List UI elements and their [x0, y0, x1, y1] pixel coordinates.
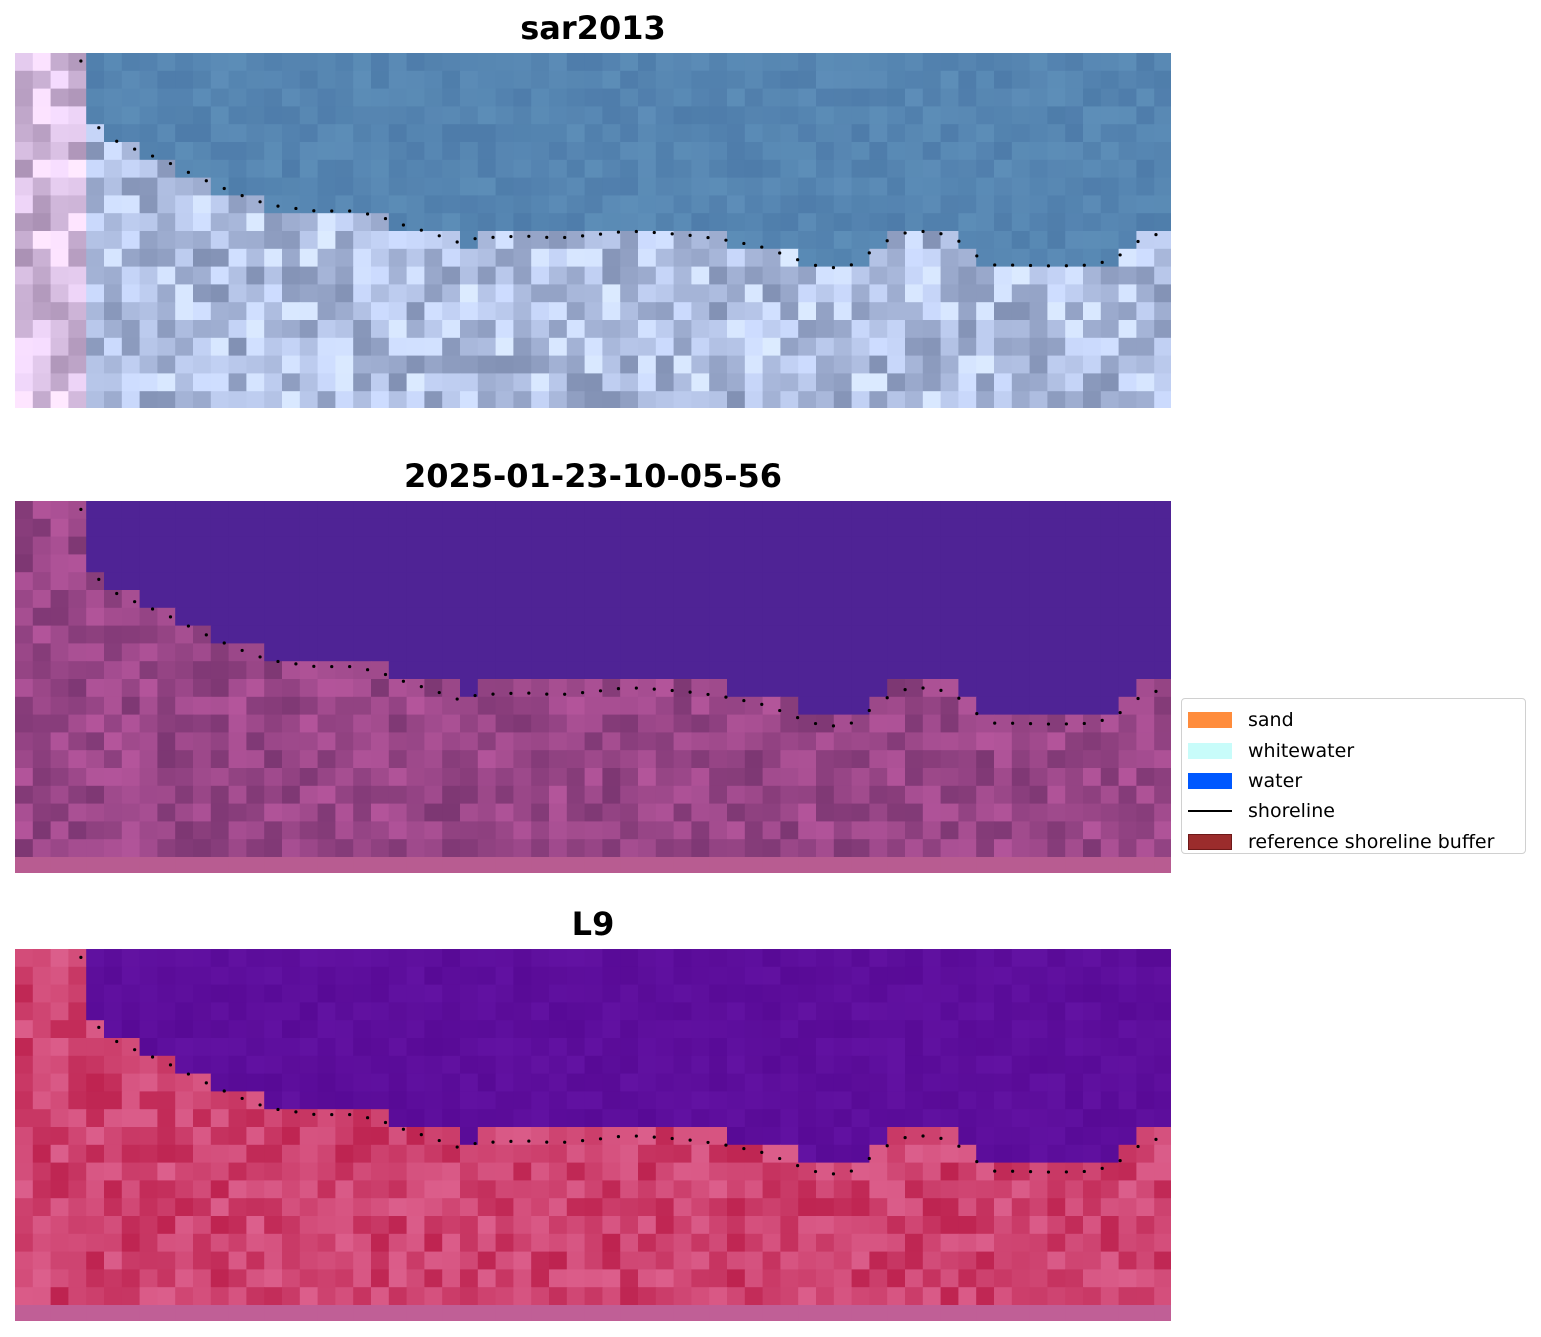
legend-label: water	[1248, 769, 1303, 792]
sand-swatch-icon	[1188, 712, 1232, 729]
panel-l9-image	[15, 949, 1171, 1321]
reference-buffer-swatch-icon	[1188, 833, 1232, 850]
legend-item-reference-buffer: reference shoreline buffer	[1188, 827, 1525, 857]
panel-sar2013-image	[15, 53, 1171, 408]
legend-label: sand	[1248, 709, 1294, 732]
shoreline-dots	[79, 59, 1158, 270]
legend-item-water: water	[1188, 766, 1525, 796]
legend-label: shoreline	[1248, 800, 1335, 823]
legend-item-sand: sand	[1188, 705, 1525, 735]
shoreline-dots	[79, 507, 1158, 728]
shoreline-line-icon	[1188, 803, 1232, 819]
panel-classified-image	[15, 501, 1171, 873]
legend-item-whitewater: whitewater	[1188, 735, 1525, 765]
shoreline-dots	[79, 955, 1158, 1176]
legend-label: whitewater	[1248, 739, 1355, 762]
panel-sar2013-title: sar2013	[520, 9, 666, 47]
panel-classified-title: 2025-01-23-10-05-56	[403, 457, 783, 495]
whitewater-swatch-icon	[1188, 742, 1232, 759]
water-swatch-icon	[1188, 772, 1232, 789]
legend-label: reference shoreline buffer	[1248, 830, 1495, 853]
legend: sand whitewater water shoreline referenc…	[1181, 698, 1526, 854]
legend-item-shoreline: shoreline	[1188, 796, 1525, 826]
panel-l9-title: L9	[571, 905, 615, 943]
